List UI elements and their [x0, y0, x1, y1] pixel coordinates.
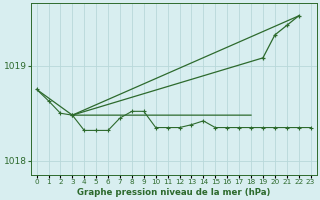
X-axis label: Graphe pression niveau de la mer (hPa): Graphe pression niveau de la mer (hPa): [77, 188, 270, 197]
